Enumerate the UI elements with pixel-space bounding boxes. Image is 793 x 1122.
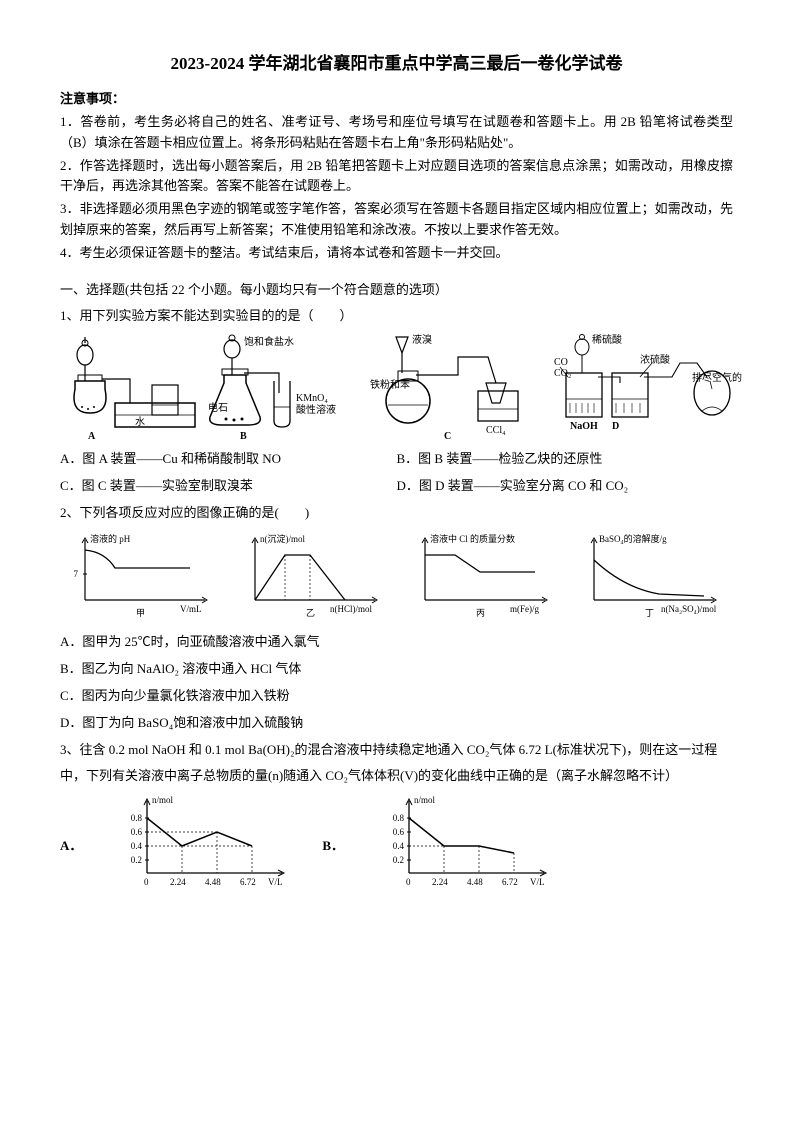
svg-text:6.72: 6.72 xyxy=(502,877,518,887)
svg-text:C: C xyxy=(444,431,451,442)
q3-chart-a: n/mol 0.2 0.4 0.6 0.8 0 2.24 4.48 6.72 V… xyxy=(112,793,292,900)
svg-text:B: B xyxy=(240,431,247,442)
q3-stem-1: 3、往含 0.2 mol NaOH 和 0.1 mol Ba(OH)₂的混合溶液… xyxy=(60,740,733,761)
q1-diagrams: 水 A 饱和食盐水 电石 KMnO₄ 酸性溶液 B xyxy=(60,333,733,443)
svg-text:CCl₄: CCl₄ xyxy=(486,425,506,436)
svg-text:液溴: 液溴 xyxy=(412,333,432,346)
svg-text:4.48: 4.48 xyxy=(205,877,221,887)
notice-item-2: 2．作答选择题时，选出每小题答案后，用 2B 铅笔把答题卡上对应题目选项的答案信… xyxy=(60,156,733,198)
svg-text:排尽空气的球胆: 排尽空气的球胆 xyxy=(692,371,742,384)
svg-text:0.2: 0.2 xyxy=(131,855,142,865)
svg-text:V/mL: V/mL xyxy=(180,604,202,614)
svg-text:n/mol: n/mol xyxy=(414,795,436,805)
svg-text:乙: 乙 xyxy=(306,608,315,618)
q2-charts: 溶液的 pH 7 V/mL 甲 n(沉淀)/mol n(HCl)/mol 乙 xyxy=(60,530,733,627)
svg-text:饱和食盐水: 饱和食盐水 xyxy=(244,335,294,348)
q1-opt-c: C．图 C 装置——实验室制取溴苯 xyxy=(60,476,397,497)
q1-opt-b: B．图 B 装置——检验乙炔的还原性 xyxy=(397,449,734,470)
svg-text:浓硫酸: 浓硫酸 xyxy=(640,353,670,366)
q1-stem: 1、用下列实验方案不能达到实验目的的是（ ） xyxy=(60,306,733,327)
svg-text:0.6: 0.6 xyxy=(131,827,143,837)
section-1-head: 一、选择题(共包括 22 个小题。每小题均只有一个符合题意的选项） xyxy=(60,280,733,301)
q2-chart-ding: BaSO₄的溶解度/g n(Na₂SO₄)/mol 丁 xyxy=(569,530,733,627)
svg-text:KMnO₄: KMnO₄ xyxy=(296,393,328,404)
svg-text:2.24: 2.24 xyxy=(170,877,186,887)
svg-text:0: 0 xyxy=(406,877,411,887)
q1-diagram-b: 饱和食盐水 电石 KMnO₄ 酸性溶液 B xyxy=(204,333,364,443)
svg-text:0.2: 0.2 xyxy=(393,855,404,865)
svg-text:NaOH: NaOH xyxy=(570,421,598,432)
svg-text:甲: 甲 xyxy=(136,608,145,618)
q3-stem-2: 中，下列有关溶液中离子总物质的量(n)随通入 CO₂气体体积(V)的变化曲线中正… xyxy=(60,766,733,787)
svg-text:0.4: 0.4 xyxy=(131,841,143,851)
q2-chart-jia: 溶液的 pH 7 V/mL 甲 xyxy=(60,530,224,627)
notice-head: 注意事项： xyxy=(60,89,733,110)
svg-text:0.8: 0.8 xyxy=(393,813,405,823)
svg-text:n(沉淀)/mol: n(沉淀)/mol xyxy=(260,533,305,544)
svg-text:V/L: V/L xyxy=(530,877,545,887)
svg-text:水: 水 xyxy=(135,416,145,428)
q2-opt-a: A．图甲为 25℃时，向亚硫酸溶液中通入氯气 xyxy=(60,632,733,653)
svg-text:溶液中 Cl 的质量分数: 溶液中 Cl 的质量分数 xyxy=(430,533,515,544)
svg-text:n/mol: n/mol xyxy=(152,795,174,805)
notice-item-4: 4．考生必须保证答题卡的整洁。考试结束后，请将本试卷和答题卡一并交回。 xyxy=(60,243,733,264)
svg-text:D: D xyxy=(612,421,619,432)
page-title: 2023-2024 学年湖北省襄阳市重点中学高三最后一卷化学试卷 xyxy=(60,50,733,77)
q3-charts: A． n/mol 0.2 0.4 0.6 0.8 0 2.24 4.48 6.7… xyxy=(60,793,733,900)
svg-text:n(HCl)/mol: n(HCl)/mol xyxy=(330,604,372,614)
svg-text:n(Na₂SO₄)/mol: n(Na₂SO₄)/mol xyxy=(661,604,717,614)
svg-text:4.48: 4.48 xyxy=(467,877,483,887)
svg-text:A: A xyxy=(88,431,96,442)
svg-text:2.24: 2.24 xyxy=(432,877,448,887)
q1-diagram-d: 稀硫酸 CO CO₂ NaOH 浓硫酸 排尽空气的球胆 D xyxy=(552,333,742,443)
q2-stem: 2、下列各项反应对应的图像正确的是( ) xyxy=(60,503,733,524)
svg-text:0.6: 0.6 xyxy=(393,827,405,837)
svg-text:电石: 电石 xyxy=(208,401,228,414)
svg-text:7: 7 xyxy=(74,569,79,579)
svg-text:BaSO₄的溶解度/g: BaSO₄的溶解度/g xyxy=(599,533,667,544)
q2-opt-c: C．图丙为向少量氯化铁溶液中加入铁粉 xyxy=(60,686,733,707)
svg-text:V/L: V/L xyxy=(268,877,283,887)
svg-text:稀硫酸: 稀硫酸 xyxy=(592,333,622,346)
notice-item-1: 1．答卷前，考生务必将自己的姓名、准考证号、考场号和座位号填写在试题卷和答题卡上… xyxy=(60,112,733,154)
q3-label-b: B． xyxy=(322,836,344,857)
svg-text:酸性溶液: 酸性溶液 xyxy=(296,403,336,416)
svg-text:CO: CO xyxy=(554,357,568,368)
svg-text:m(Fe)/g: m(Fe)/g xyxy=(510,604,539,614)
svg-text:丁: 丁 xyxy=(645,608,654,618)
q1-diagram-a: 水 A xyxy=(60,333,200,443)
svg-text:铁粉和苯: 铁粉和苯 xyxy=(370,378,410,391)
q2-opt-d: D．图丁为向 BaSO₄饱和溶液中加入硫酸钠 xyxy=(60,713,733,734)
q1-options-row1: A．图 A 装置——Cu 和稀硝酸制取 NO B．图 B 装置——检验乙炔的还原… xyxy=(60,449,733,470)
q2-opt-b: B．图乙为向 NaAlO₂ 溶液中通入 HCl 气体 xyxy=(60,659,733,680)
svg-text:丙: 丙 xyxy=(476,608,485,618)
svg-text:0.8: 0.8 xyxy=(131,813,143,823)
notice-item-3: 3．非选择题必须用黑色字迹的钢笔或签字笔作答，答案必须写在答题卡各题目指定区域内… xyxy=(60,199,733,241)
svg-text:0: 0 xyxy=(144,877,149,887)
q2-chart-yi: n(沉淀)/mol n(HCl)/mol 乙 xyxy=(230,530,394,627)
svg-text:6.72: 6.72 xyxy=(240,877,256,887)
q1-opt-d: D．图 D 装置——实验室分离 CO 和 CO₂ xyxy=(397,476,734,497)
svg-text:0.4: 0.4 xyxy=(393,841,405,851)
q3-label-a: A． xyxy=(60,836,82,857)
svg-text:溶液的 pH: 溶液的 pH xyxy=(90,533,131,544)
q1-opt-a: A．图 A 装置——Cu 和稀硝酸制取 NO xyxy=(60,449,397,470)
q1-options-row2: C．图 C 装置——实验室制取溴苯 D．图 D 装置——实验室分离 CO 和 C… xyxy=(60,476,733,497)
svg-text:CO₂: CO₂ xyxy=(554,368,571,379)
q1-diagram-c: 液溴 铁粉和苯 CCl₄ C xyxy=(368,333,548,443)
q3-chart-b: n/mol 0.2 0.4 0.6 0.8 0 2.24 4.48 6.72 V… xyxy=(374,793,554,900)
q2-chart-bing: 溶液中 Cl 的质量分数 m(Fe)/g 丙 xyxy=(400,530,564,627)
